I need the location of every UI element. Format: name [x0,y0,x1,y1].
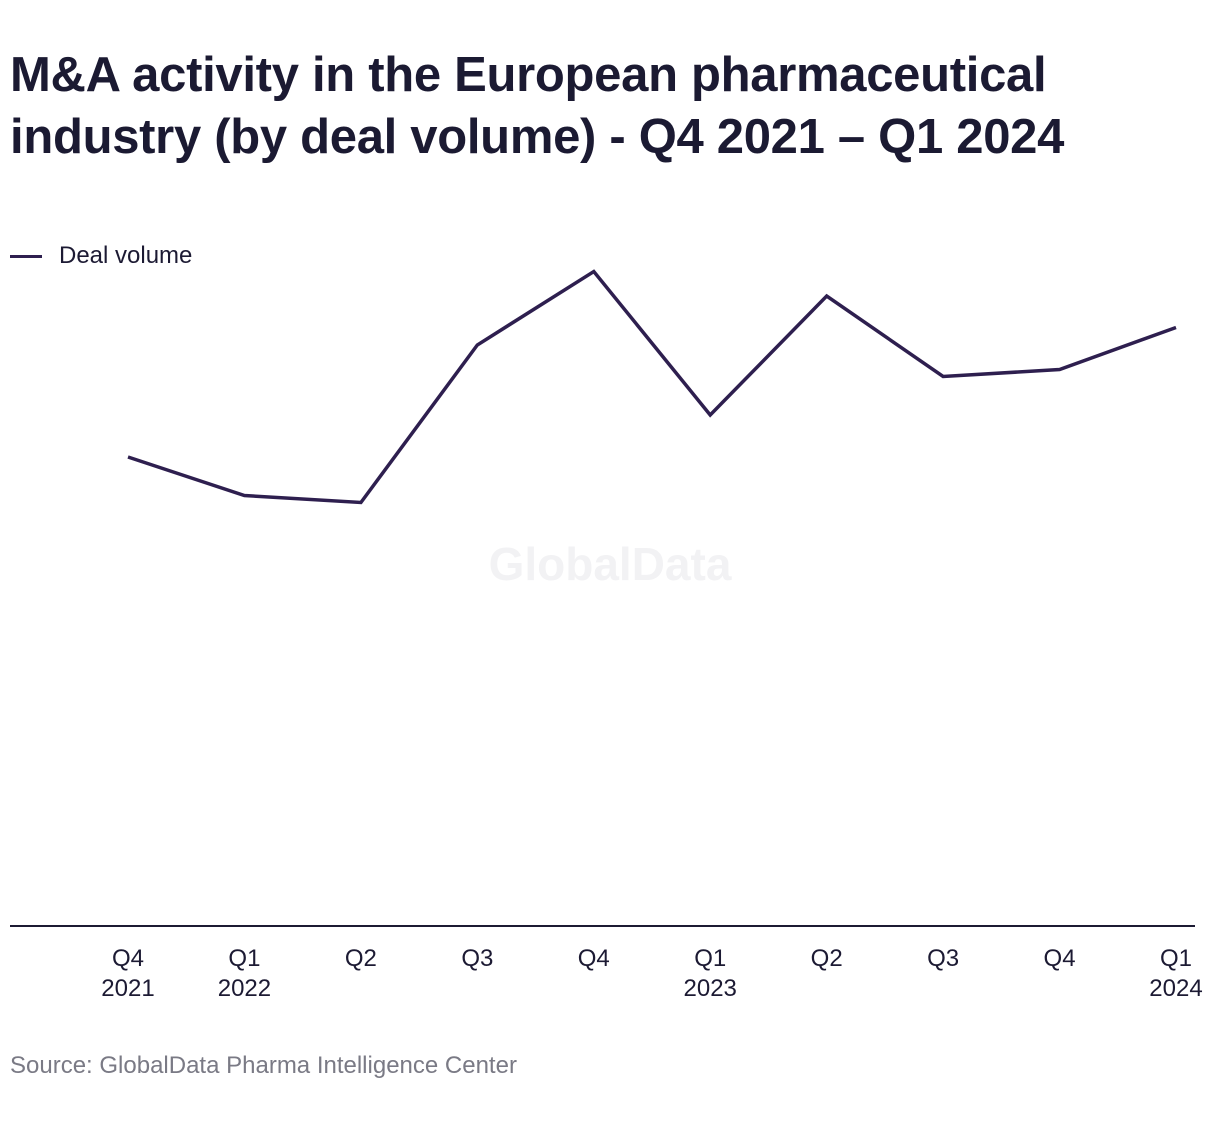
chart-title: M&A activity in the European pharmaceuti… [10,48,1065,164]
x-tick-label: Q1 2023 [684,945,737,1002]
x-tick-label: Q4 2021 [101,945,154,1002]
series-line-deal-volume [127,269,1177,505]
data-point[interactable] [1054,364,1066,376]
source-note: Source: GlobalData Pharma Intelligence C… [10,1052,517,1079]
x-tick-label: Q3 [927,945,959,972]
x-axis: Q4 2021 Q1 2022 Q2 Q3 Q4 Q1 2023 Q2 Q3 Q4 Q1 2024 [10,925,1203,1002]
data-point[interactable] [821,290,833,302]
legend-label: Deal volume [59,242,193,269]
data-point[interactable] [937,371,949,383]
series-layer [122,266,1182,509]
watermark-text: GlobalData [489,538,732,590]
data-point[interactable] [471,339,483,351]
x-tick-label: Q4 [578,945,610,972]
legend-swatch [10,254,42,258]
data-point[interactable] [704,409,716,421]
data-point[interactable] [238,490,250,502]
data-point[interactable] [122,451,134,463]
data-point[interactable] [1170,322,1182,334]
x-tick-label: Q3 [461,945,493,972]
data-point[interactable] [588,266,600,278]
x-tick-label: Q4 [1044,945,1076,972]
x-tick-label: Q2 [345,945,377,972]
data-point[interactable] [355,497,367,509]
x-tick-label: Q1 2022 [218,945,271,1002]
x-tick-label: Q1 2024 [1149,945,1202,1002]
legend: Deal volume [10,242,192,270]
x-tick-label: Q2 [811,945,843,972]
